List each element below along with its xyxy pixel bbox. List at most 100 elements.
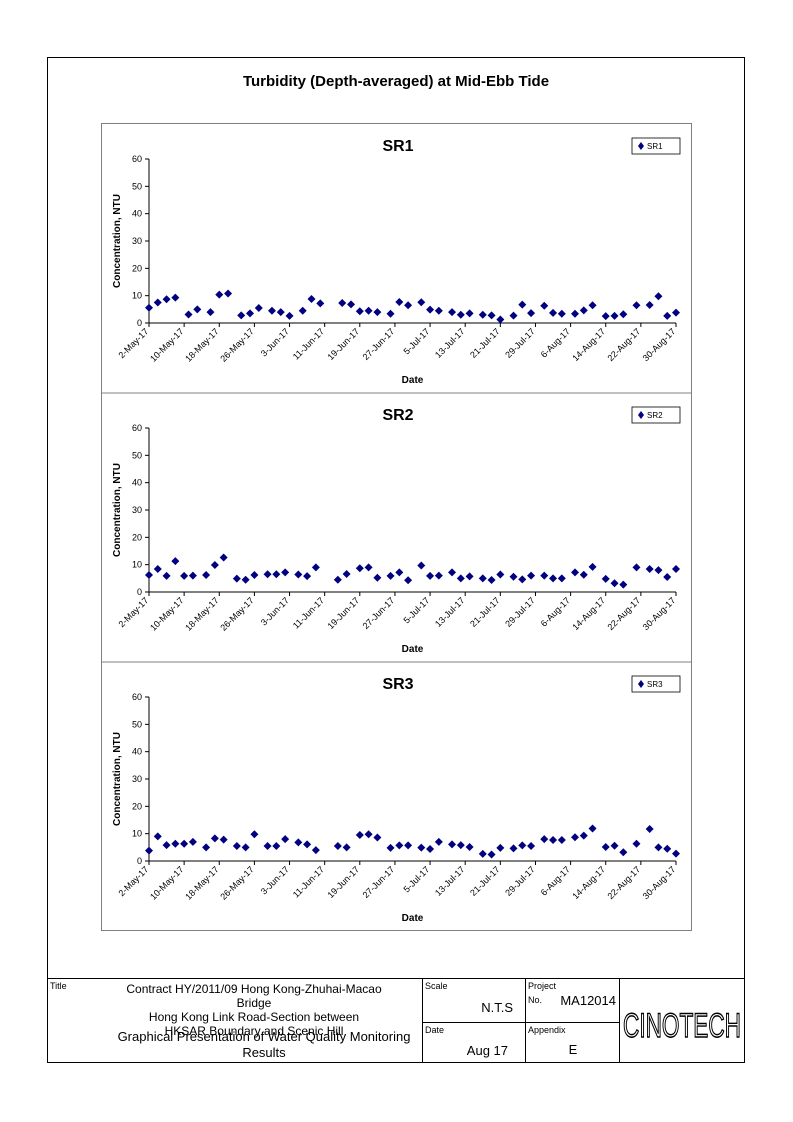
drawing-title: Graphical Presentation of Water Quality …	[109, 1029, 419, 1061]
data-point	[465, 309, 474, 318]
legend-box	[631, 675, 681, 693]
data-point	[540, 835, 549, 844]
data-point	[294, 838, 303, 847]
appendix-label: Appendix	[528, 1025, 566, 1035]
page-frame	[47, 57, 745, 1063]
data-point	[610, 841, 619, 850]
data-point	[162, 841, 171, 850]
data-point	[496, 315, 505, 324]
y-tick-label: 20	[132, 263, 142, 273]
data-point	[342, 569, 351, 578]
data-point	[206, 308, 215, 317]
data-point	[588, 824, 597, 833]
x-tick-label: 30-Aug-17	[641, 864, 678, 901]
x-tick-label: 10-May-17	[148, 595, 185, 632]
data-point	[518, 575, 527, 584]
x-tick-label: 14-Aug-17	[570, 326, 607, 363]
x-tick-label: 3-Jun-17	[259, 326, 291, 358]
data-point	[478, 574, 487, 583]
data-point	[307, 294, 316, 303]
data-point	[632, 839, 641, 848]
y-tick-label: 60	[132, 692, 142, 702]
x-tick-label: 10-May-17	[148, 864, 185, 901]
data-point	[588, 301, 597, 310]
data-point	[355, 831, 364, 840]
data-point	[145, 846, 153, 855]
x-tick-label: 21-Jul-17	[468, 595, 502, 629]
logo-cell: CINOTECH	[620, 979, 744, 1063]
y-tick-label: 10	[132, 829, 142, 839]
data-point	[267, 306, 276, 315]
y-tick-label: 40	[132, 209, 142, 219]
contract-title-line: Contract HY/2011/09 Hong Kong-Zhuhai-Mac…	[126, 982, 382, 1010]
data-point	[303, 840, 312, 849]
y-axis-title: Concentration, NTU	[112, 463, 123, 557]
data-point	[254, 303, 263, 312]
chart-panel: SR1 0 10 20 30 40 50 60 2-May-17 10-May-17 18-May-…	[101, 123, 692, 931]
data-point	[527, 571, 536, 580]
data-point	[579, 570, 588, 579]
legend-box	[631, 137, 681, 155]
data-point	[663, 311, 672, 320]
data-point	[263, 841, 272, 850]
y-tick-label: 60	[132, 423, 142, 433]
y-axis-title: Concentration, NTU	[112, 194, 123, 288]
title-cell: Title Contract HY/2011/09 Hong Kong-Zhuh…	[47, 979, 423, 1063]
data-point	[549, 574, 558, 583]
data-point	[355, 564, 364, 573]
data-point	[518, 841, 527, 850]
x-tick-label: 13-Jul-17	[433, 864, 467, 898]
data-point	[276, 308, 285, 317]
data-point	[202, 571, 211, 580]
data-point	[219, 835, 228, 844]
x-tick-label: 19-Jun-17	[325, 595, 361, 631]
data-point	[237, 311, 246, 320]
data-point	[224, 289, 233, 298]
data-point	[540, 571, 549, 580]
data-point	[272, 841, 281, 850]
data-point	[364, 306, 373, 315]
data-point	[171, 293, 180, 302]
data-point	[316, 299, 325, 308]
data-point	[448, 568, 457, 577]
data-point	[672, 849, 680, 858]
data-point	[202, 843, 211, 852]
data-point	[487, 850, 496, 859]
data-point	[250, 571, 259, 580]
appendix-cell: Appendix E	[526, 1023, 620, 1063]
project-cell: Project No. MA12014	[526, 979, 620, 1023]
data-point	[518, 300, 527, 309]
scale-label: Scale	[425, 981, 448, 991]
data-point	[180, 571, 189, 580]
y-tick-label: 50	[132, 181, 142, 191]
x-tick-label: 5-Jul-17	[401, 864, 431, 894]
data-point	[487, 575, 496, 584]
x-axis-title: Date	[402, 375, 424, 386]
data-point	[404, 301, 413, 310]
x-tick-label: 21-Jul-17	[468, 864, 502, 898]
data-point	[246, 309, 255, 318]
contract-title: Contract HY/2011/09 Hong Kong-Zhuhai-Mac…	[109, 982, 399, 1038]
date-cell: Date Aug 17	[423, 1023, 526, 1063]
data-point	[311, 563, 320, 572]
data-point	[570, 309, 579, 318]
data-point	[465, 843, 474, 852]
project-no-label: No.	[528, 995, 543, 1005]
x-tick-label: 18-May-17	[183, 595, 220, 632]
x-tick-label: 27-Jun-17	[361, 326, 397, 362]
data-point	[496, 570, 505, 579]
y-tick-label: 10	[132, 560, 142, 570]
data-point	[145, 303, 153, 312]
x-tick-label: 19-Jun-17	[325, 326, 361, 362]
scale-cell: Scale N.T.S	[423, 979, 526, 1023]
data-point	[298, 306, 307, 315]
data-point	[395, 568, 404, 577]
logo-text: CINOTECH	[623, 1007, 741, 1045]
data-point	[386, 571, 395, 580]
data-point	[434, 306, 443, 315]
x-tick-label: 6-Aug-17	[539, 595, 572, 628]
legend-box	[631, 406, 681, 424]
data-point	[303, 572, 312, 581]
data-point	[285, 311, 294, 320]
data-point	[527, 309, 536, 318]
